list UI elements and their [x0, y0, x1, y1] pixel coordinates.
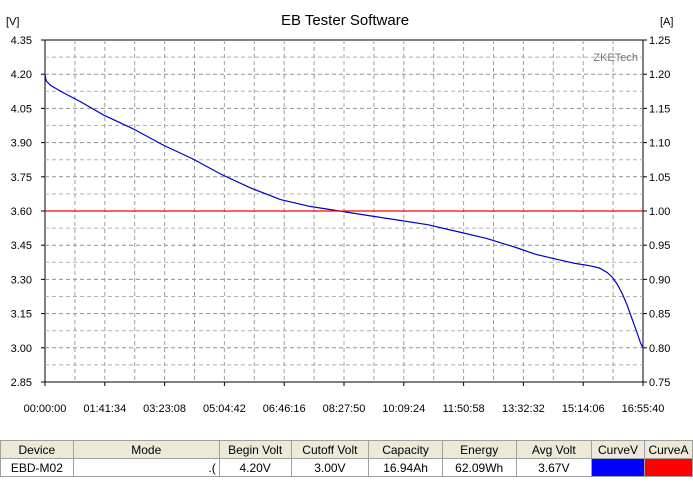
- header-cutoff-volt[interactable]: Cutoff Volt: [290, 440, 370, 459]
- curve-v-color-swatch[interactable]: [592, 459, 644, 476]
- right-tick-label: 0.90: [649, 274, 670, 286]
- right-tick-label: 0.85: [649, 309, 670, 321]
- header-energy[interactable]: Energy: [441, 440, 517, 459]
- x-tick-label: 11:50:58: [443, 403, 485, 415]
- chart-title: EB Tester Software: [281, 12, 409, 29]
- left-tick-label: 3.90: [11, 138, 32, 150]
- x-tick-label: 01:41:34: [83, 403, 126, 415]
- x-tick-label: 13:32:32: [502, 403, 545, 415]
- left-tick-label: 4.20: [11, 69, 32, 81]
- curve-a-color-swatch[interactable]: [645, 459, 692, 476]
- left-axis-ticks: 4.35 4.20 4.05 3.90 3.75 3.60 3.45 3.30 3.15 3.00…: [11, 35, 45, 389]
- right-tick-label: 1.25: [649, 35, 670, 47]
- right-tick-label: 0.95: [649, 240, 670, 252]
- cell-mode[interactable]: .(: [72, 458, 220, 477]
- right-tick-label: 1.00: [649, 206, 670, 218]
- x-tick-label: 10:09:24: [382, 403, 425, 415]
- x-tick-label: 05:04:42: [203, 403, 246, 415]
- left-tick-label: 3.75: [11, 172, 32, 184]
- header-mode[interactable]: Mode: [72, 440, 220, 459]
- right-tick-label: 0.75: [649, 377, 670, 389]
- cell-begin-volt[interactable]: 4.20V: [218, 458, 292, 477]
- cell-energy[interactable]: 62.09Wh: [441, 458, 517, 477]
- left-axis-unit: [V]: [6, 16, 19, 28]
- discharge-chart: EB Tester Software [V] [A] 4.35 4.20 4.05 3…: [6, 12, 673, 415]
- x-axis-ticks: 00:00:00 01:41:34 03:23:08 05:04:42 06:46:16…: [24, 382, 665, 415]
- x-tick-label: 00:00:00: [24, 403, 67, 415]
- cell-curve-v-color[interactable]: [591, 458, 645, 477]
- zketech-watermark: ZKETech: [593, 52, 638, 64]
- right-tick-label: 1.20: [649, 69, 670, 81]
- left-tick-label: 3.30: [11, 274, 32, 286]
- header-begin-volt[interactable]: Begin Volt: [218, 440, 292, 459]
- right-tick-label: 1.10: [649, 138, 670, 150]
- right-axis-unit: [A]: [660, 16, 673, 28]
- cell-device[interactable]: EBD-M02: [0, 458, 74, 477]
- cell-capacity[interactable]: 16.94Ah: [368, 458, 443, 477]
- cell-curve-a-color[interactable]: [643, 458, 693, 477]
- left-tick-label: 3.00: [11, 343, 32, 355]
- right-tick-label: 1.05: [649, 172, 670, 184]
- x-tick-label: 15:14:06: [562, 403, 605, 415]
- left-tick-label: 3.15: [11, 309, 32, 321]
- header-device[interactable]: Device: [0, 440, 74, 459]
- left-tick-label: 4.35: [11, 35, 32, 47]
- right-axis-ticks: 1.25 1.20 1.15 1.10 1.05 1.00 0.95 0.90 0.85 0.80…: [643, 35, 670, 389]
- results-table: Device Mode Begin Volt Cutoff Volt Capac…: [0, 440, 693, 477]
- header-capacity[interactable]: Capacity: [368, 440, 443, 459]
- table-row[interactable]: EBD-M02 .( 4.20V 3.00V 16.94Ah 62.09Wh 3…: [0, 458, 693, 477]
- left-tick-label: 4.05: [11, 103, 32, 115]
- x-tick-label: 08:27:50: [323, 403, 366, 415]
- cell-cutoff-volt[interactable]: 3.00V: [290, 458, 370, 477]
- left-tick-label: 2.85: [11, 377, 32, 389]
- cell-avg-volt[interactable]: 3.67V: [515, 458, 593, 477]
- x-tick-label: 06:46:16: [263, 403, 306, 415]
- left-tick-label: 3.45: [11, 240, 32, 252]
- header-curve-a[interactable]: CurveA: [643, 440, 693, 459]
- voltage-series-line: [44, 74, 644, 349]
- table-header-row: Device Mode Begin Volt Cutoff Volt Capac…: [0, 440, 693, 459]
- right-tick-label: 1.15: [649, 103, 670, 115]
- header-avg-volt[interactable]: Avg Volt: [515, 440, 593, 459]
- results-panel: Device Mode Begin Volt Cutoff Volt Capac…: [0, 440, 693, 496]
- x-tick-label: 16:55:40: [622, 403, 665, 415]
- header-curve-v[interactable]: CurveV: [591, 440, 645, 459]
- series-layer: [44, 74, 644, 349]
- right-tick-label: 0.80: [649, 343, 670, 355]
- x-tick-label: 03:23:08: [143, 403, 186, 415]
- left-tick-label: 3.60: [11, 206, 32, 218]
